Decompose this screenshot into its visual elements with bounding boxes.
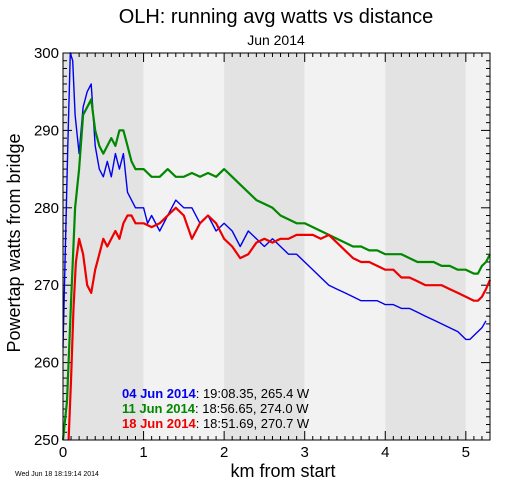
km-band <box>63 53 144 440</box>
x-tick-label: 5 <box>462 444 470 461</box>
y-tick-label: 300 <box>34 45 59 62</box>
y-tick-label: 260 <box>34 355 59 372</box>
legend-series-summary: : 18:51.69, 270.7 W <box>196 416 310 431</box>
chart-title: OLH: running avg watts vs distance <box>119 6 434 28</box>
x-tick-label: 4 <box>381 444 389 461</box>
km-band <box>143 53 225 440</box>
plot-frame <box>62 52 491 441</box>
km-band <box>304 53 386 440</box>
y-tick-label: 250 <box>34 432 59 449</box>
x-axis-label: km from start <box>230 461 335 481</box>
legend-entry: 18 Jun 2014: 18:51.69, 270.7 W <box>122 416 310 431</box>
legend: 04 Jun 2014: 19:08.35, 265.4 W11 Jun 201… <box>122 386 310 431</box>
legend-entry: 04 Jun 2014: 19:08.35, 265.4 W <box>122 386 310 401</box>
x-tick-label: 0 <box>59 444 67 461</box>
legend-series-name: 04 Jun 2014 <box>122 386 196 401</box>
chart-subtitle: Jun 2014 <box>247 32 305 48</box>
y-axis-label: Powertap watts from bridge <box>4 133 24 352</box>
series-lines <box>61 52 492 441</box>
y-tick-label: 280 <box>34 200 59 217</box>
x-tick-label: 2 <box>220 444 228 461</box>
legend-series-summary: : 18:56.65, 274.0 W <box>195 401 309 416</box>
km-band <box>465 53 490 440</box>
legend-series-summary: : 19:08.35, 265.4 W <box>196 386 310 401</box>
series-line-04-jun-2014 <box>62 52 487 348</box>
background-bands <box>63 53 490 440</box>
legend-series-name: 18 Jun 2014 <box>122 416 196 431</box>
x-tick-label: 1 <box>139 444 147 461</box>
legend-entry: 11 Jun 2014: 18:56.65, 274.0 W <box>122 401 309 416</box>
x-tick-label: 3 <box>301 444 309 461</box>
y-tick-label: 270 <box>34 277 59 294</box>
series-line-18-jun-2014 <box>67 206 492 441</box>
legend-series-name: 11 Jun 2014 <box>122 401 196 416</box>
series-line-11-jun-2014 <box>61 98 491 441</box>
tick-labels: 0 1 2 3 4 5 250 260 270 280 290 300 <box>34 45 470 461</box>
y-tick-label: 290 <box>34 122 59 139</box>
km-band <box>385 53 466 440</box>
timestamp-stamp: Wed Jun 18 18:19:14 2014 <box>15 471 99 478</box>
